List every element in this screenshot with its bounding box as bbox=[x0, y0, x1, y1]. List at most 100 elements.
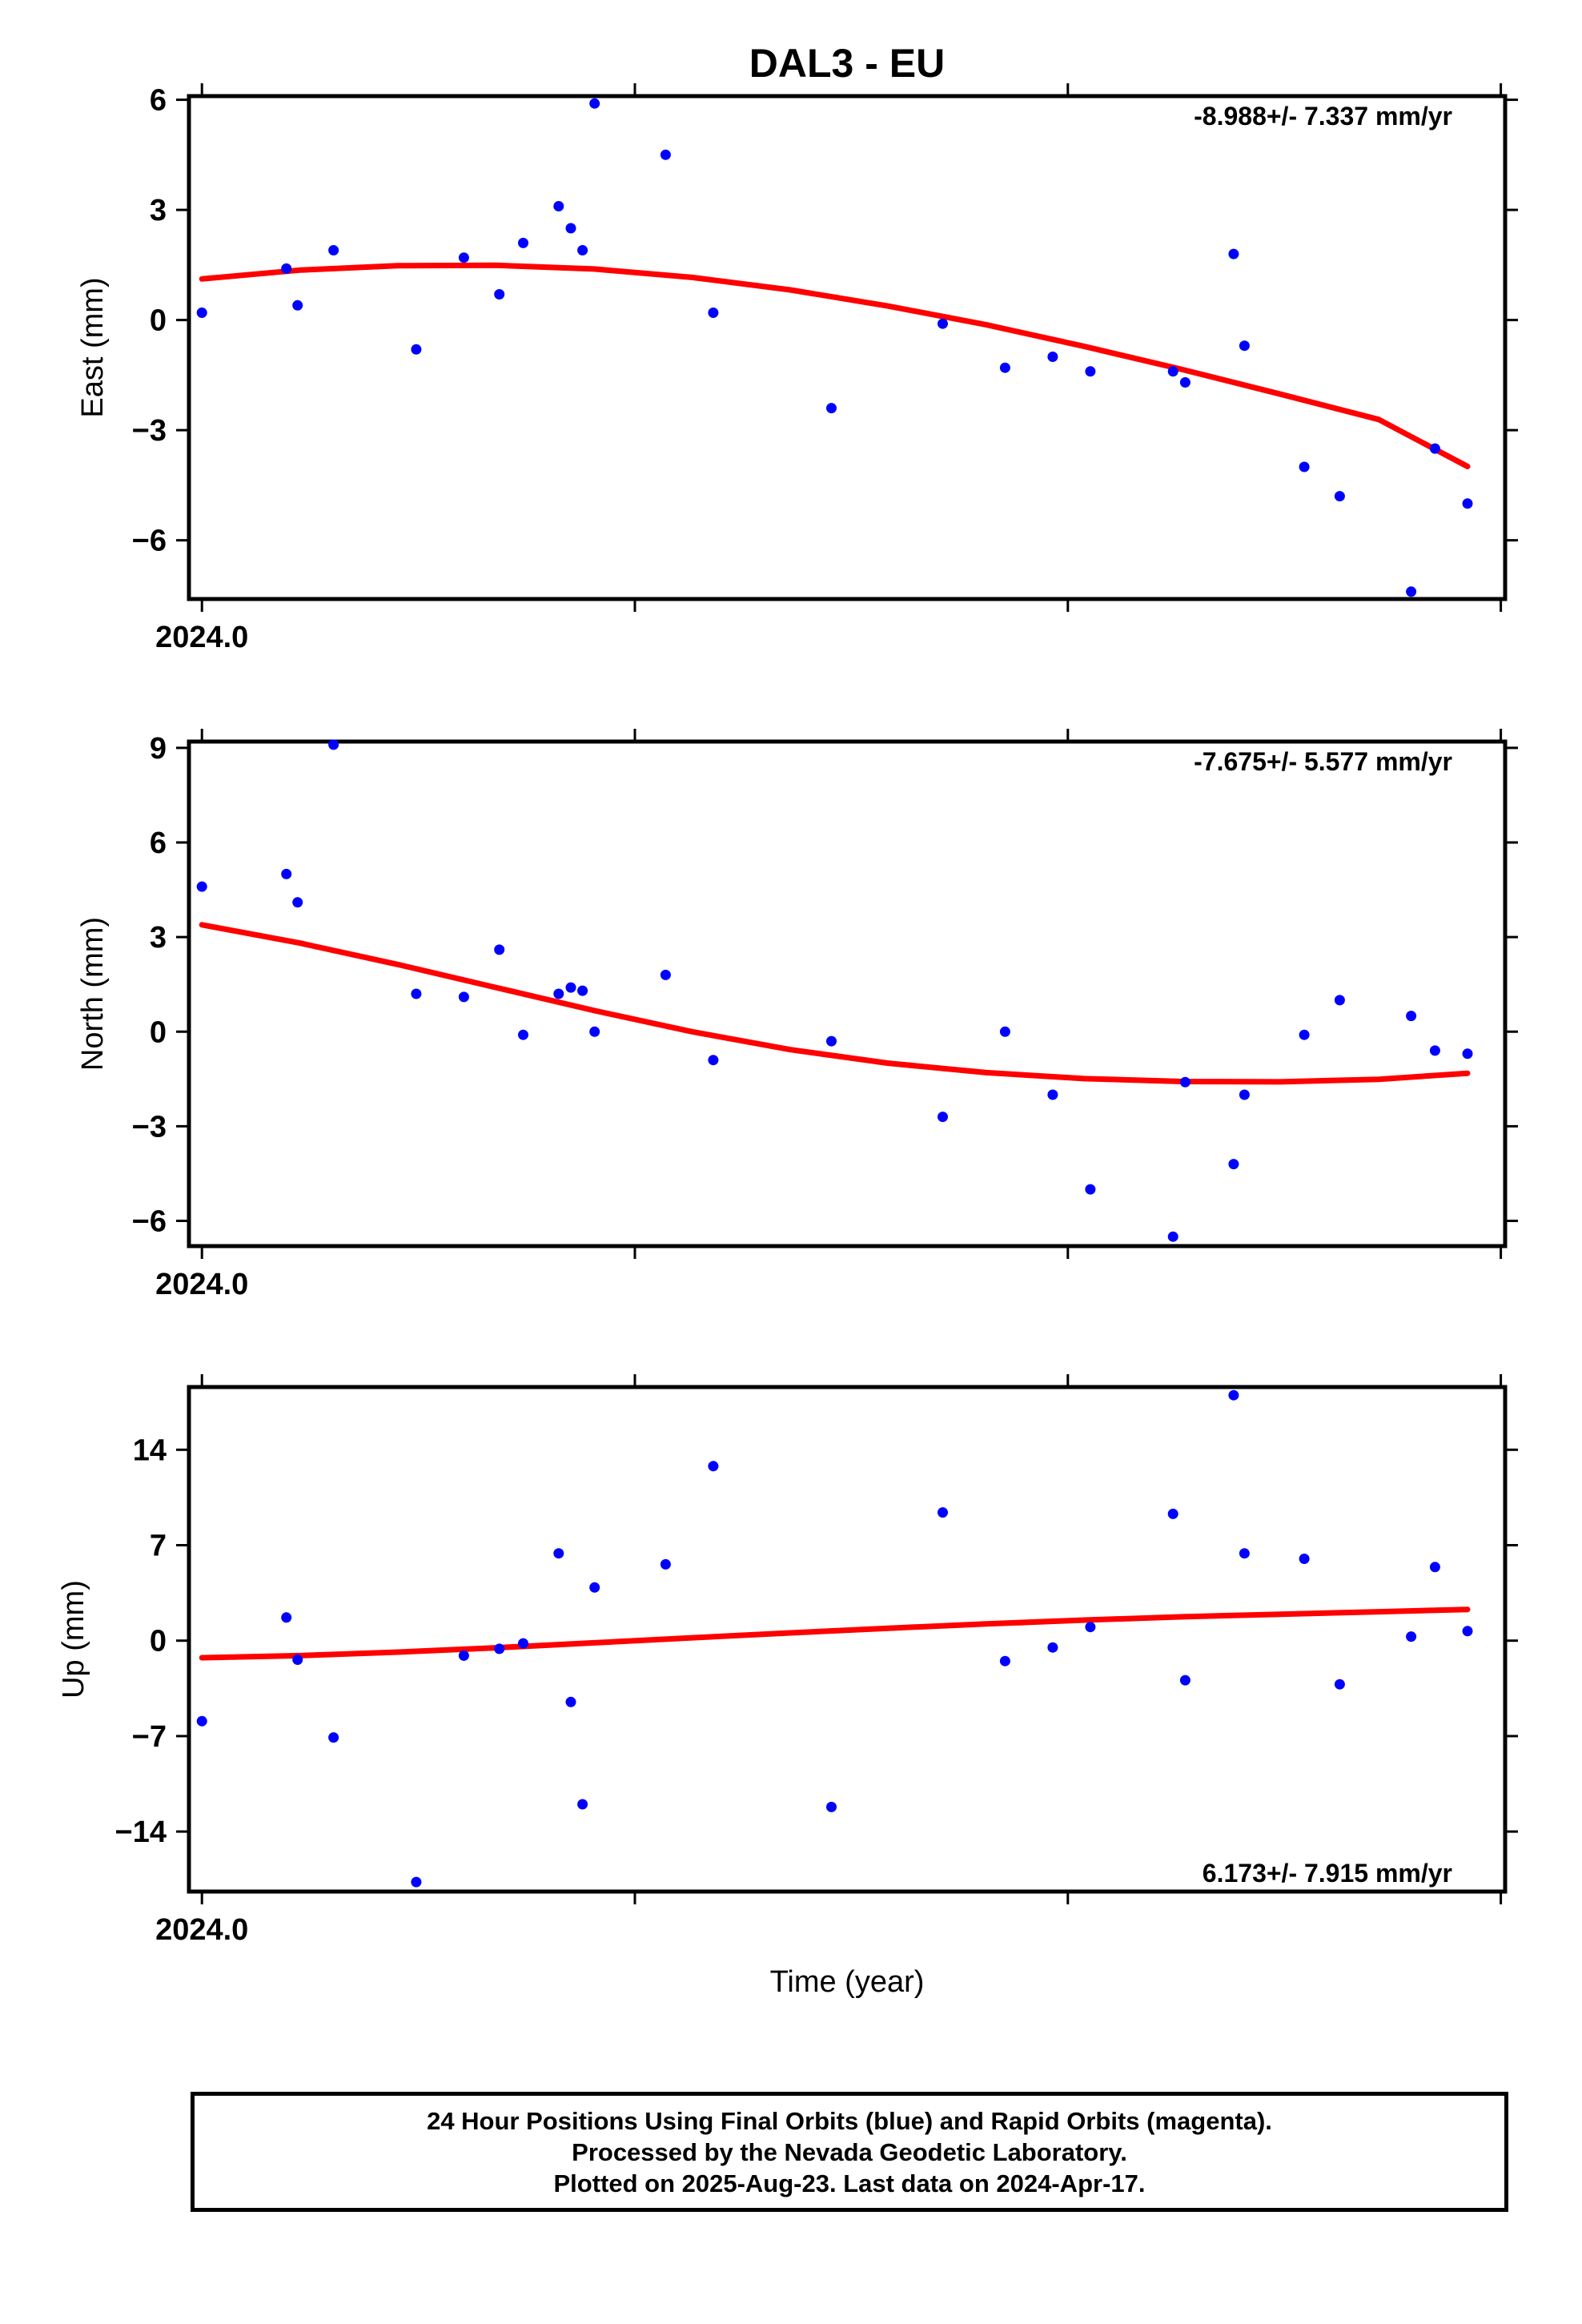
data-point bbox=[458, 991, 469, 1003]
data-point bbox=[281, 1612, 292, 1623]
data-point bbox=[1462, 498, 1473, 509]
data-point bbox=[1429, 443, 1440, 454]
data-point bbox=[938, 318, 948, 329]
data-point bbox=[1462, 1626, 1473, 1637]
y-tick-label: 7 bbox=[150, 1530, 167, 1563]
data-point bbox=[565, 982, 576, 993]
data-point bbox=[1299, 1554, 1310, 1564]
data-point bbox=[708, 308, 719, 318]
data-point bbox=[1085, 1622, 1096, 1633]
y-tick-label: 0 bbox=[150, 1625, 167, 1659]
data-point bbox=[1334, 491, 1345, 502]
data-point bbox=[1429, 1562, 1440, 1573]
data-point bbox=[292, 300, 303, 311]
data-point bbox=[292, 897, 303, 908]
fit-curve bbox=[199, 1606, 1471, 1661]
y-tick-label: 6 bbox=[150, 826, 167, 860]
data-point bbox=[411, 1876, 422, 1888]
caption-line-1: 24 Hour Positions Using Final Orbits (bl… bbox=[427, 2106, 1272, 2135]
data-point bbox=[938, 1112, 948, 1123]
y-tick-label: 3 bbox=[150, 921, 167, 955]
data-point bbox=[1228, 248, 1239, 259]
data-point bbox=[196, 308, 207, 318]
data-point bbox=[196, 1715, 207, 1727]
y-tick-label: 6 bbox=[150, 84, 167, 118]
data-point bbox=[708, 1055, 719, 1066]
y-tick-label: 9 bbox=[150, 732, 167, 766]
data-point bbox=[518, 237, 528, 248]
data-point bbox=[1239, 1089, 1250, 1100]
data-point bbox=[1179, 1675, 1191, 1686]
caption-line-3: Plotted on 2025-Aug-23. Last data on 202… bbox=[553, 2169, 1146, 2197]
y-tick-label: −7 bbox=[132, 1720, 167, 1754]
y-axis-label: North (mm) bbox=[76, 917, 110, 1071]
data-point bbox=[196, 881, 207, 892]
caption-box: 24 Hour Positions Using Final Orbits (bl… bbox=[191, 2092, 1508, 2212]
plot-frame bbox=[187, 1385, 1508, 1894]
data-point bbox=[1047, 1089, 1058, 1100]
y-tick-label: 14 bbox=[133, 1433, 167, 1467]
data-point bbox=[1239, 1548, 1250, 1559]
y-tick-label: 3 bbox=[150, 194, 167, 227]
data-point bbox=[589, 1026, 600, 1037]
panels-group: 2024.0 6 3 0 −3 −6 East (mm) -8.988+/- 7.337 mm… bbox=[57, 83, 1518, 1947]
data-point bbox=[281, 868, 292, 879]
data-point bbox=[708, 1461, 719, 1472]
data-point bbox=[1406, 586, 1417, 597]
panel-east: 2024.0 6 3 0 −3 −6 East (mm) -8.988+/- 7.337 mm… bbox=[76, 83, 1518, 654]
data-point bbox=[1299, 1029, 1310, 1040]
data-point bbox=[1167, 366, 1178, 377]
data-point bbox=[553, 1548, 564, 1559]
data-point bbox=[1228, 1389, 1239, 1401]
data-point bbox=[411, 344, 422, 355]
data-point bbox=[292, 1655, 303, 1665]
data-point bbox=[826, 403, 837, 414]
data-point bbox=[328, 245, 339, 255]
data-point bbox=[660, 969, 671, 980]
data-point bbox=[1179, 377, 1191, 388]
y-tick-label: −6 bbox=[132, 525, 167, 558]
data-point bbox=[1462, 1048, 1473, 1059]
data-point bbox=[589, 98, 600, 109]
y-tick-label: 0 bbox=[150, 304, 167, 338]
data-point bbox=[1406, 1631, 1417, 1642]
data-point bbox=[458, 252, 469, 263]
data-point bbox=[826, 1801, 837, 1812]
data-point bbox=[999, 362, 1010, 373]
data-point bbox=[577, 245, 588, 255]
data-point bbox=[494, 1643, 505, 1655]
data-point bbox=[826, 1035, 837, 1047]
data-point bbox=[281, 263, 292, 274]
y-axis-label: Up (mm) bbox=[57, 1580, 90, 1699]
data-point bbox=[1167, 1508, 1178, 1519]
data-point bbox=[577, 985, 588, 996]
data-point bbox=[1299, 461, 1310, 472]
x-axis-label: Time (year) bbox=[770, 1965, 925, 1999]
y-tick-label: −3 bbox=[132, 414, 167, 448]
data-point bbox=[938, 1507, 948, 1518]
data-point bbox=[577, 1799, 588, 1810]
data-point bbox=[660, 1558, 671, 1570]
data-point bbox=[553, 988, 564, 999]
data-point bbox=[1047, 1642, 1058, 1653]
data-point bbox=[458, 1650, 469, 1661]
data-point bbox=[999, 1026, 1010, 1037]
rate-annotation: -8.988+/- 7.337 mm/yr bbox=[1194, 102, 1452, 131]
data-point bbox=[589, 1582, 600, 1593]
y-tick-label: −3 bbox=[132, 1110, 167, 1144]
data-point bbox=[565, 1696, 576, 1707]
rate-annotation: 6.173+/- 7.915 mm/yr bbox=[1203, 1859, 1452, 1888]
data-point bbox=[1406, 1011, 1417, 1022]
y-axis-label: East (mm) bbox=[76, 277, 110, 417]
data-point bbox=[411, 988, 422, 999]
x-tick-label: 2024.0 bbox=[155, 1913, 248, 1947]
x-tick-label: 2024.0 bbox=[155, 1268, 248, 1301]
plot-frame bbox=[187, 94, 1508, 601]
data-point bbox=[494, 289, 505, 300]
caption-line-2: Processed by the Nevada Geodetic Laborat… bbox=[572, 2137, 1127, 2166]
fit-curve bbox=[199, 262, 1471, 469]
panel-up: 2024.0 14 7 0 −7 −14 Up (mm) 6.173+/- 7.915 mm/… bbox=[57, 1374, 1518, 1947]
data-point bbox=[1228, 1159, 1239, 1170]
plot-frame bbox=[187, 739, 1508, 1248]
y-tick-label: −14 bbox=[115, 1815, 167, 1849]
